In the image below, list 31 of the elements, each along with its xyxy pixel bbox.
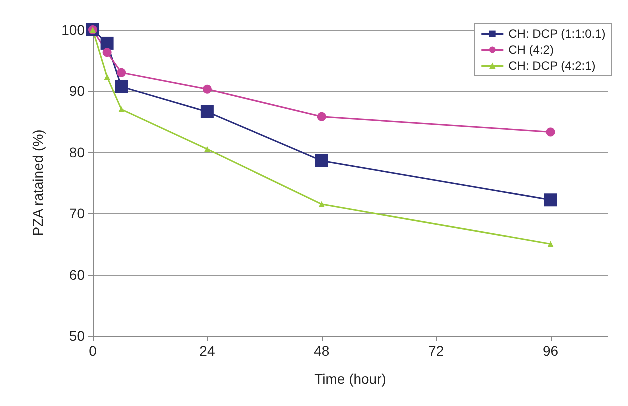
point [118,106,125,113]
point [315,154,328,168]
point [317,112,326,122]
y-tick-label: 100 [62,22,86,38]
point [102,48,112,58]
y-axis-title: PZA ratained (%) [30,130,46,236]
y-tick-label: 60 [69,266,86,283]
y-tick-label: 50 [69,328,86,344]
point [544,194,558,207]
x-tick-label: 0 [89,343,98,359]
point [318,201,325,208]
x-axis-title: Time (hour) [314,371,386,387]
point [204,146,210,152]
point [104,74,110,80]
point [117,68,126,78]
y-tick-label: 70 [69,206,86,222]
point [200,106,214,119]
legend-label: CH: DCP (4:2:1) [508,59,596,73]
y-tick-label: 80 [69,144,86,160]
y-tick-label: 90 [69,83,86,100]
point [115,80,128,94]
x-tick-label: 48 [314,343,330,359]
legend-label: CH: DCP (1:1:0.1) [508,27,606,41]
x-tick-label: 96 [542,343,559,359]
point [202,84,212,94]
x-tick-label: 72 [428,343,444,359]
x-tick-label: 24 [200,343,216,359]
point [546,128,556,137]
legend-label: CH (4:2) [508,43,554,57]
point [548,241,554,248]
point [100,36,114,50]
